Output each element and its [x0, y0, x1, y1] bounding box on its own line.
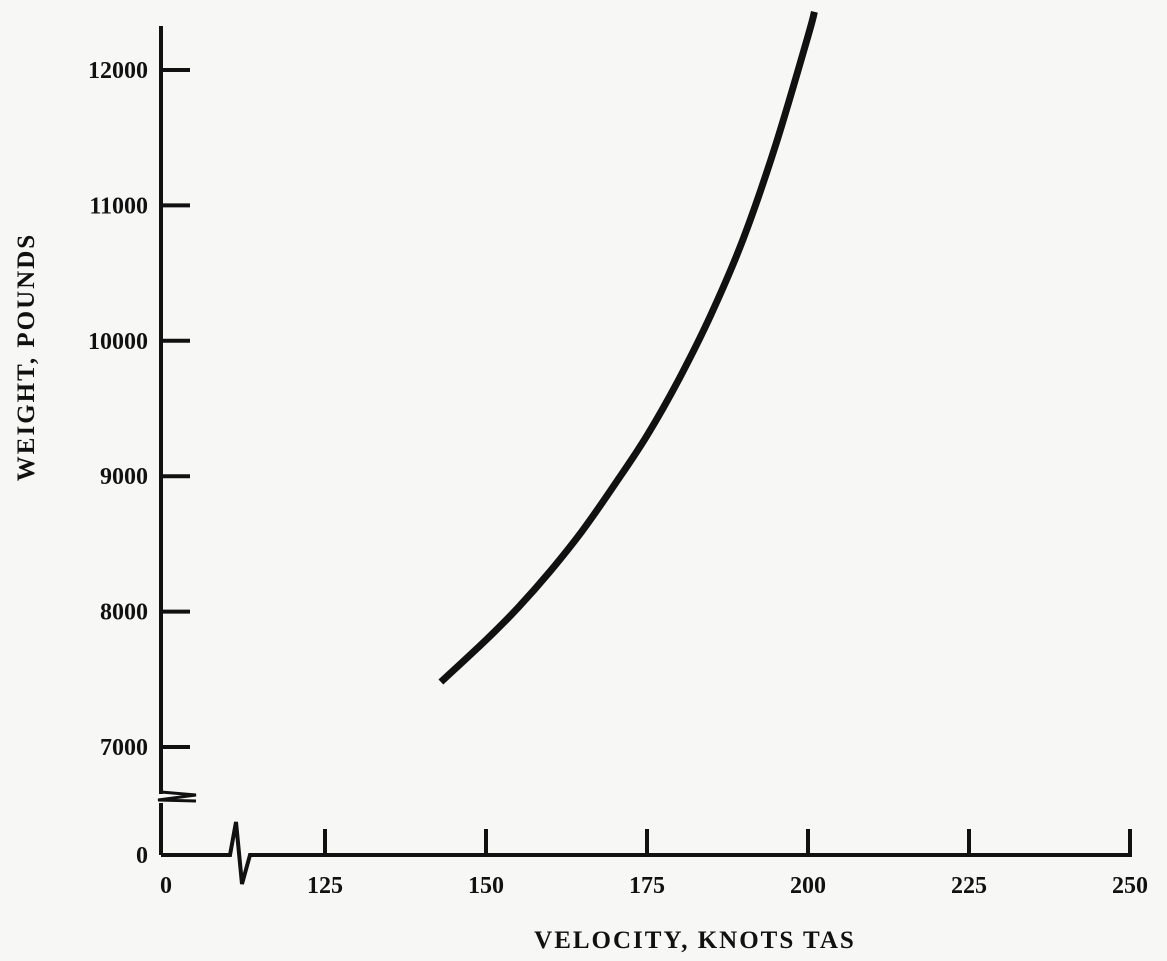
- weight-velocity-curve: [441, 12, 815, 682]
- y-tick-label: 7000: [100, 735, 148, 761]
- x-tick-label: 200: [790, 873, 826, 899]
- y-tick-label: 12000: [88, 58, 148, 84]
- y-axis-break: [158, 792, 196, 801]
- y-tick-label: 10000: [88, 329, 148, 355]
- x-tick-label: 150: [468, 873, 504, 899]
- y-tick-label: 0: [136, 843, 148, 869]
- y-tick-label: 9000: [100, 464, 148, 490]
- x-tick-label: 0: [160, 873, 172, 899]
- y-axis-title: WEIGHT, POUNDS: [13, 233, 40, 481]
- x-tick-label: 175: [629, 873, 665, 899]
- x-tick-label: 225: [951, 873, 987, 899]
- tick-marks: [161, 70, 1130, 855]
- x-axis-title: VELOCITY, KNOTS TAS: [534, 927, 856, 954]
- y-tick-label: 8000: [100, 600, 148, 626]
- y-tick-label: 11000: [89, 193, 148, 219]
- x-tick-label: 250: [1112, 873, 1148, 899]
- axes: [158, 28, 1132, 884]
- data-series: [441, 12, 815, 682]
- x-tick-label: 125: [307, 873, 343, 899]
